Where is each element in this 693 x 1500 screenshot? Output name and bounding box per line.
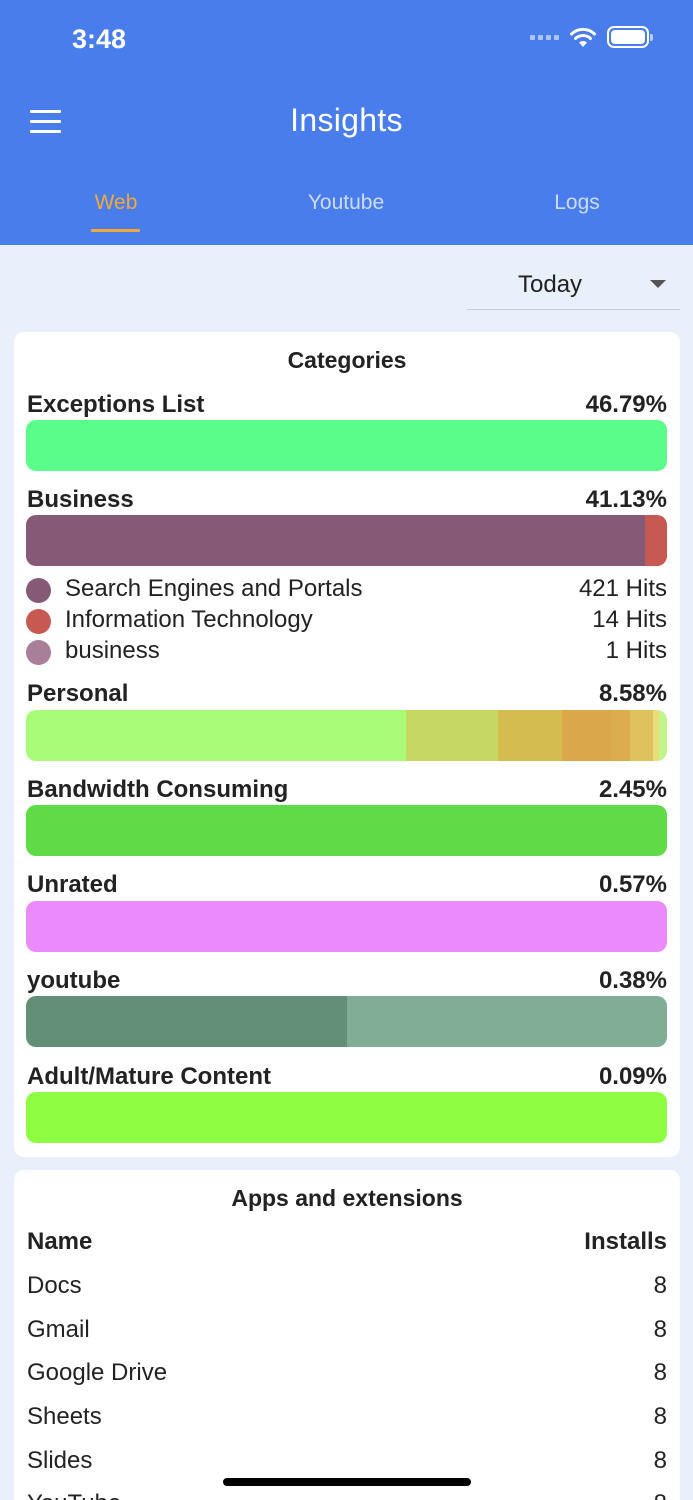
bar-segment — [26, 420, 667, 471]
legend-dot — [26, 578, 51, 603]
hamburger-icon — [30, 110, 61, 113]
wifi-icon — [570, 27, 596, 47]
bar-segment — [26, 1092, 667, 1143]
bar-segment — [630, 710, 653, 761]
column-name-header: Name — [27, 1228, 93, 1255]
categories-title: Categories — [287, 347, 407, 373]
table-row[interactable]: Gmail 8 — [27, 1316, 667, 1344]
page-title: Insights — [290, 102, 403, 138]
legend-label: business — [65, 637, 160, 664]
category-name: youtube 0.38% — [27, 967, 667, 994]
app-installs: 8 — [653, 1316, 667, 1343]
category-bar[interactable] — [26, 710, 667, 761]
bar-segment — [26, 901, 667, 952]
tab-web[interactable]: Web — [94, 191, 138, 214]
category-name: Adult/Mature Content 0.09% — [27, 1063, 667, 1090]
category-percent: 8.58% — [598, 680, 667, 707]
category-bar[interactable] — [26, 1092, 667, 1143]
legend-dot — [26, 640, 51, 665]
legend-hits: 1 Hits — [605, 637, 667, 664]
date-range-value: Today — [518, 271, 583, 298]
app-installs: 8 — [654, 1490, 667, 1500]
app-name: Gmail — [27, 1316, 90, 1343]
category-bar[interactable] — [26, 805, 667, 856]
bar-segment — [645, 515, 667, 566]
bar-segment — [611, 710, 631, 761]
app-installs: 8 — [653, 1359, 667, 1386]
category-bar[interactable] — [26, 420, 667, 471]
table-row[interactable]: Sheets 8 — [27, 1403, 667, 1431]
category-percent: 41.13% — [585, 486, 667, 513]
status-icons — [530, 26, 653, 48]
bar-segment — [497, 710, 562, 761]
app-installs: 8 — [653, 1403, 667, 1430]
bar-segment — [26, 515, 646, 566]
bar-segment — [26, 710, 407, 761]
app-bar: 3:48 Insights Web Youtube Logs — [0, 0, 693, 245]
legend-label: Information Technology — [65, 606, 313, 633]
column-installs-header: Installs — [584, 1228, 667, 1255]
category-percent: 2.45% — [598, 776, 667, 803]
category-bar[interactable] — [26, 515, 667, 566]
tab-youtube[interactable]: Youtube — [307, 191, 385, 214]
legend-hits: 421 Hits — [578, 575, 667, 602]
category-name: Exceptions List 46.79% — [27, 391, 667, 418]
app-installs: 8 — [653, 1272, 667, 1299]
battery-icon — [607, 26, 653, 48]
apps-title: Apps and extensions — [231, 1185, 463, 1211]
dropdown-arrow-icon — [650, 280, 666, 288]
bar-segment — [659, 710, 667, 761]
status-time: 3:48 — [72, 24, 127, 54]
category-percent: 0.09% — [598, 1063, 667, 1090]
home-indicator[interactable] — [223, 1478, 471, 1486]
legend-label: Search Engines and Portals — [65, 575, 363, 602]
cellular-signal-icon — [530, 34, 559, 40]
category-name: Bandwidth Consuming 2.45% — [27, 776, 667, 803]
legend-hits: 14 Hits — [592, 606, 667, 633]
table-row[interactable]: YouTube 8 — [27, 1490, 667, 1500]
bar-segment — [406, 710, 498, 761]
apps-card: Apps and extensions Name Installs Docs 8… — [14, 1170, 680, 1500]
category-percent: 0.57% — [598, 871, 667, 898]
app-name: Google Drive — [27, 1359, 168, 1386]
app-name: Sheets — [27, 1403, 102, 1430]
category-percent: 0.38% — [598, 967, 667, 994]
tab-logs[interactable]: Logs — [554, 191, 600, 214]
app-name: YouTube — [27, 1490, 121, 1500]
table-row[interactable]: Docs 8 — [27, 1272, 667, 1300]
table-header: Name Installs — [27, 1228, 667, 1256]
active-tab-indicator — [91, 229, 140, 232]
bar-segment — [26, 996, 347, 1047]
menu-button[interactable] — [30, 110, 62, 134]
bar-segment — [652, 710, 660, 761]
legend-dot — [26, 609, 51, 634]
category-bar[interactable] — [26, 996, 667, 1047]
category-name: Business 41.13% — [27, 486, 667, 513]
app-name: Docs — [27, 1272, 82, 1299]
table-row[interactable]: Google Drive 8 — [27, 1359, 667, 1387]
app-installs: 8 — [653, 1447, 667, 1474]
category-name: Personal 8.58% — [27, 680, 667, 707]
category-name: Unrated 0.57% — [27, 871, 667, 898]
bar-segment — [561, 710, 612, 761]
table-row[interactable]: Slides 8 — [27, 1447, 667, 1475]
bar-segment — [346, 996, 667, 1047]
app-name: Slides — [27, 1447, 93, 1474]
category-percent: 46.79% — [585, 391, 667, 418]
bar-segment — [26, 805, 667, 856]
date-range-dropdown[interactable]: Today — [467, 262, 680, 310]
categories-card: Categories Exceptions List 46.79% Busine… — [14, 332, 680, 1157]
category-bar[interactable] — [26, 901, 667, 952]
